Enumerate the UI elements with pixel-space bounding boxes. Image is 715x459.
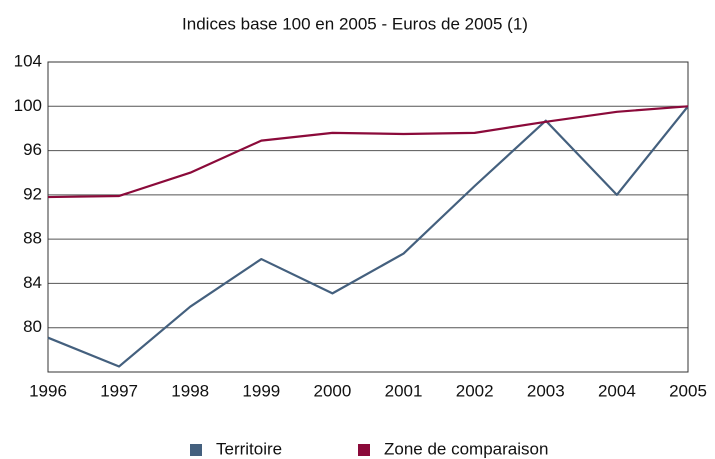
legend-label: Zone de comparaison <box>384 439 548 458</box>
x-tick-label: 1997 <box>100 381 138 400</box>
legend-swatch <box>358 444 370 456</box>
x-tick-label: 1996 <box>29 381 67 400</box>
x-tick-label: 2000 <box>314 381 352 400</box>
plot-frame <box>47 61 689 373</box>
y-tick-label: 104 <box>14 51 42 70</box>
y-tick-label: 80 <box>23 317 42 336</box>
y-tick-label: 96 <box>23 140 42 159</box>
x-tick-label: 2004 <box>598 381 636 400</box>
series-line <box>47 105 689 368</box>
y-tick-label: 100 <box>14 96 42 115</box>
y-tick-label: 88 <box>23 229 42 248</box>
x-tick-label: 2005 <box>669 381 707 400</box>
y-tick-label: 84 <box>23 273 42 292</box>
y-tick-label: 92 <box>23 184 42 203</box>
x-tick-label: 2003 <box>527 381 565 400</box>
legend-swatch <box>190 444 202 456</box>
x-tick-label: 1998 <box>171 381 209 400</box>
x-tick-label: 2002 <box>456 381 494 400</box>
x-tick-label: 1999 <box>242 381 280 400</box>
legend-label: Territoire <box>216 439 282 458</box>
x-tick-label: 2001 <box>385 381 423 400</box>
chart-title: Indices base 100 en 2005 - Euros de 2005… <box>182 14 528 33</box>
series-line <box>47 105 689 199</box>
